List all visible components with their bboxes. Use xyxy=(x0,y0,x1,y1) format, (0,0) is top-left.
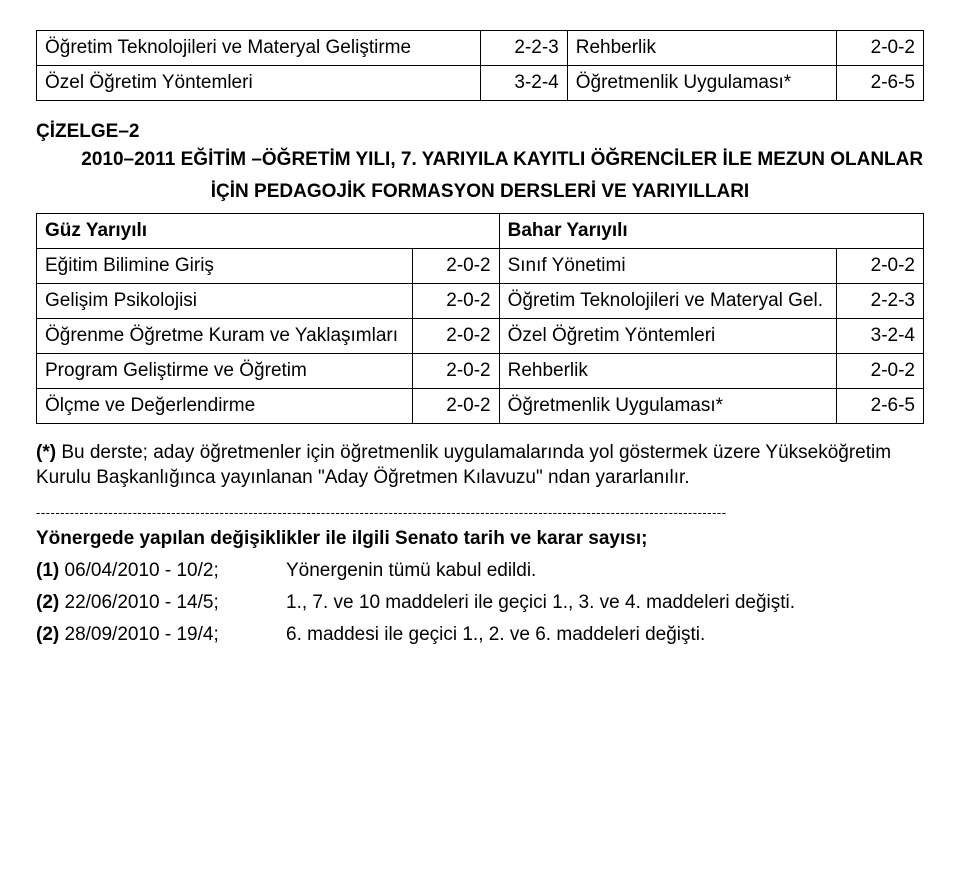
course-name: Gelişim Psikolojisi xyxy=(37,283,413,318)
change-key-num: (1) xyxy=(36,560,59,581)
course-code: 3-2-4 xyxy=(837,318,924,353)
section-intro: 2010–2011 EĞİTİM –ÖĞRETİM YILI, 7. YARIY… xyxy=(36,147,924,173)
footnote: (*) Bu derste; aday öğretmenler için öğr… xyxy=(36,440,924,491)
course-code: 2-0-2 xyxy=(412,353,499,388)
change-key: (1) 06/04/2010 - 10/2; xyxy=(36,560,286,582)
change-row: (1) 06/04/2010 - 10/2; Yönergenin tümü k… xyxy=(36,560,924,582)
course-code: 2-0-2 xyxy=(412,283,499,318)
semester-header-row: Güz Yarıyılı Bahar Yarıyılı xyxy=(37,213,924,248)
course-code: 2-0-2 xyxy=(412,388,499,423)
course-name: Öğretim Teknolojileri ve Materyal Gelişt… xyxy=(37,31,481,66)
course-code: 2-0-2 xyxy=(837,248,924,283)
course-code: 2-0-2 xyxy=(837,31,924,66)
change-value: 1., 7. ve 10 maddeleri ile geçici 1., 3.… xyxy=(286,592,924,614)
table-row: Özel Öğretim Yöntemleri 3-2-4 Öğretmenli… xyxy=(37,66,924,101)
table-row: Eğitim Bilimine Giriş 2-0-2 Sınıf Yöneti… xyxy=(37,248,924,283)
course-code: 2-6-5 xyxy=(837,388,924,423)
change-row: (2) 28/09/2010 - 19/4; 6. maddesi ile ge… xyxy=(36,624,924,646)
change-key-rest: 06/04/2010 - 10/2; xyxy=(59,560,219,581)
semester-left-header: Güz Yarıyılı xyxy=(37,213,500,248)
change-key: (2) 22/06/2010 - 14/5; xyxy=(36,592,286,614)
table-row: Ölçme ve Değerlendirme 2-0-2 Öğretmenlik… xyxy=(37,388,924,423)
course-name: Rehberlik xyxy=(567,31,836,66)
change-key-num: (2) xyxy=(36,624,59,645)
course-name: Özel Öğretim Yöntemleri xyxy=(499,318,836,353)
change-key-rest: 22/06/2010 - 14/5; xyxy=(59,592,219,613)
table-row: Program Geliştirme ve Öğretim 2-0-2 Rehb… xyxy=(37,353,924,388)
course-name: Öğretmenlik Uygulaması* xyxy=(499,388,836,423)
table-row: Öğretim Teknolojileri ve Materyal Gelişt… xyxy=(37,31,924,66)
footnote-lead: (*) xyxy=(36,442,61,463)
course-name: Eğitim Bilimine Giriş xyxy=(37,248,413,283)
course-code: 3-2-4 xyxy=(480,66,567,101)
intro-line-2: İÇİN PEDAGOJİK FORMASYON DERSLERİ VE YAR… xyxy=(36,181,924,203)
course-code: 2-0-2 xyxy=(412,248,499,283)
change-key-num: (2) xyxy=(36,592,59,613)
table-row: Öğrenme Öğretme Kuram ve Yaklaşımları 2-… xyxy=(37,318,924,353)
course-code: 2-0-2 xyxy=(837,353,924,388)
course-name: Program Geliştirme ve Öğretim xyxy=(37,353,413,388)
course-name: Öğretim Teknolojileri ve Materyal Gel. xyxy=(499,283,836,318)
course-code: 2-6-5 xyxy=(837,66,924,101)
top-course-table: Öğretim Teknolojileri ve Materyal Gelişt… xyxy=(36,30,924,101)
course-name: Özel Öğretim Yöntemleri xyxy=(37,66,481,101)
section-heading: ÇİZELGE–2 xyxy=(36,121,924,143)
course-name: Öğrenme Öğretme Kuram ve Yaklaşımları xyxy=(37,318,413,353)
course-name: Öğretmenlik Uygulaması* xyxy=(567,66,836,101)
course-name: Rehberlik xyxy=(499,353,836,388)
course-code: 2-2-3 xyxy=(480,31,567,66)
footnote-text: Bu derste; aday öğretmenler için öğretme… xyxy=(36,442,891,489)
change-value: 6. maddesi ile geçici 1., 2. ve 6. madde… xyxy=(286,624,924,646)
change-key-rest: 28/09/2010 - 19/4; xyxy=(59,624,219,645)
change-key: (2) 28/09/2010 - 19/4; xyxy=(36,624,286,646)
table-row: Gelişim Psikolojisi 2-0-2 Öğretim Teknol… xyxy=(37,283,924,318)
separator-dashes: ----------------------------------------… xyxy=(36,505,924,520)
change-row: (2) 22/06/2010 - 14/5; 1., 7. ve 10 madd… xyxy=(36,592,924,614)
intro-line-1: 2010–2011 EĞİTİM –ÖĞRETİM YILI, 7. YARIY… xyxy=(81,149,923,170)
changes-heading: Yönergede yapılan değişiklikler ile ilgi… xyxy=(36,528,924,550)
course-name: Ölçme ve Değerlendirme xyxy=(37,388,413,423)
semester-right-header: Bahar Yarıyılı xyxy=(499,213,923,248)
semester-table: Güz Yarıyılı Bahar Yarıyılı Eğitim Bilim… xyxy=(36,213,924,424)
course-code: 2-2-3 xyxy=(837,283,924,318)
course-name: Sınıf Yönetimi xyxy=(499,248,836,283)
change-value: Yönergenin tümü kabul edildi. xyxy=(286,560,924,582)
course-code: 2-0-2 xyxy=(412,318,499,353)
